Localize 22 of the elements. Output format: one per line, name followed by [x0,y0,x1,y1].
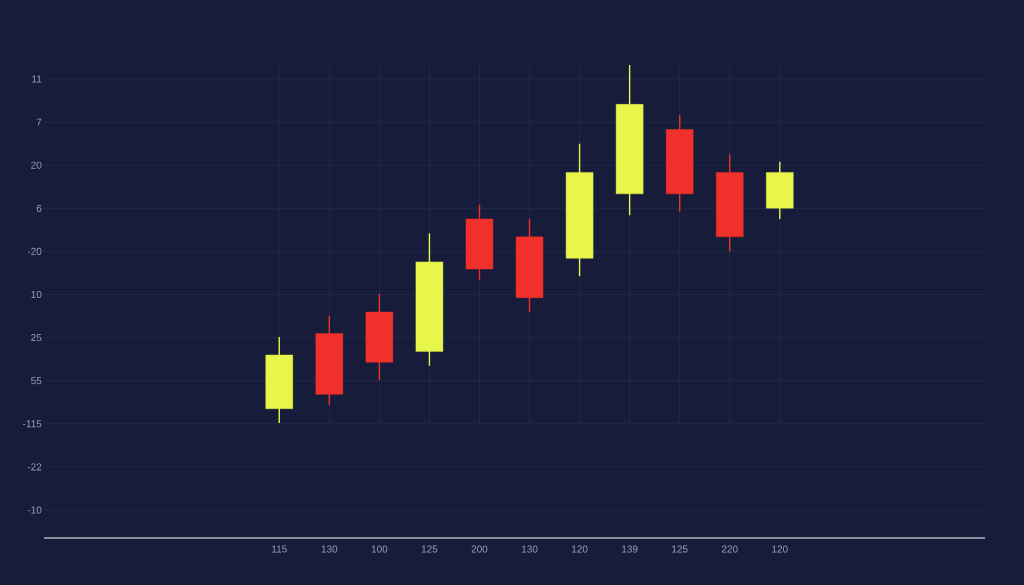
text: 20 [31,161,42,169]
x-tick-label: 200 [471,545,488,553]
x-tick-label: 130 [321,545,338,553]
text: 10 [31,290,42,299]
x-tick-label: 120 [772,545,788,553]
x-tick-label: 130 [521,545,538,553]
x-tick-label: 115 [272,545,287,553]
text: -115 [22,420,42,428]
x-tick-label: 125 [672,545,688,553]
x-tick-label: 220 [721,545,738,553]
x-tick-label: 120 [572,545,588,553]
text: 25 [31,334,42,342]
text: 11 [32,75,42,83]
text: 55 [31,377,42,385]
text: 6 [36,204,42,212]
text: 7 [36,118,42,126]
text: -22 [27,463,42,471]
x-tick-label: 125 [421,545,438,553]
x-tick-label: 139 [622,545,638,553]
x-tick-label: 100 [371,545,388,553]
text: -20 [27,247,42,255]
text: -10 [27,506,42,514]
